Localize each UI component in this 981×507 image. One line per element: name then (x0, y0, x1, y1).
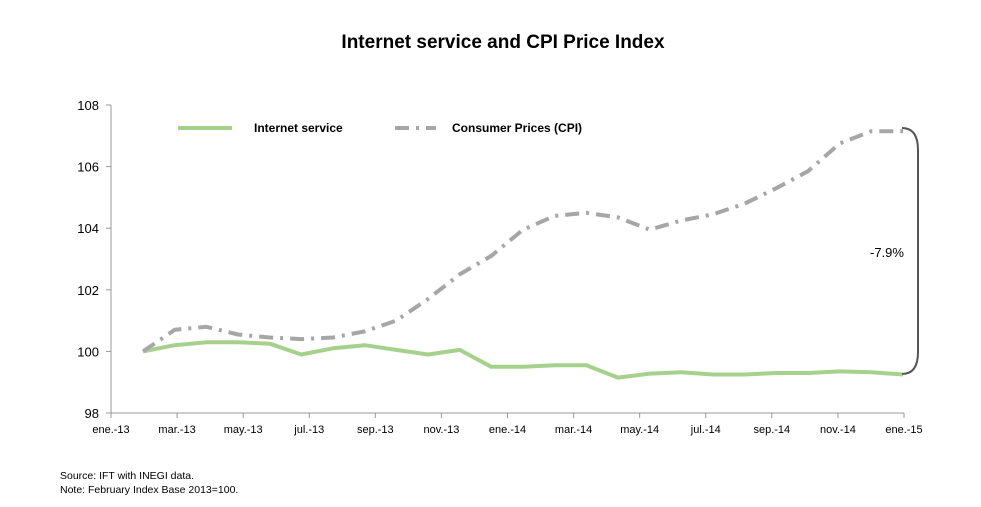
y-tick-label: 104 (77, 221, 99, 236)
x-axis-ticks: ene.-13 mar.-13 may.-13 jul.-13 sep.-13 nov.-… (92, 413, 923, 436)
y-tick-label: 108 (77, 98, 99, 113)
chart-title: Internet service and CPI Price Index (341, 32, 665, 53)
x-tick-label: ene.-13 (92, 424, 129, 436)
legend: Internet service Consumer Prices (CPI) (178, 121, 582, 135)
series-group (141, 129, 904, 380)
x-tick-label: mar.-13 (158, 424, 195, 436)
legend-label-cpi: Consumer Prices (CPI) (452, 121, 582, 135)
x-tick-label: ene.-14 (489, 424, 526, 436)
x-tick-label: nov.-14 (820, 424, 856, 436)
x-tick-label: jul.-14 (690, 424, 721, 436)
y-axis-ticks: 98 100 102 104 106 108 (77, 98, 111, 421)
y-tick-label: 100 (77, 344, 99, 359)
gap-annotation: -7.9% (870, 245, 904, 260)
y-tick-label: 106 (77, 160, 99, 175)
base-note: Note: February Index Base 2013=100. (60, 484, 239, 496)
series-line-cpi (141, 129, 903, 354)
x-tick-label: mar.-14 (555, 424, 592, 436)
gap-bracket (901, 127, 919, 375)
y-tick-label: 98 (85, 406, 99, 421)
x-tick-label: may.-14 (620, 424, 659, 436)
x-tick-label: may.-13 (224, 424, 263, 436)
series-line-internet (142, 340, 904, 380)
x-tick-label: sep.-14 (753, 424, 790, 436)
legend-label-internet: Internet service (254, 121, 343, 135)
y-tick-label: 102 (77, 283, 99, 298)
source-note: Source: IFT with INEGI data. (60, 470, 195, 482)
x-tick-label: nov.-13 (423, 424, 459, 436)
x-tick-label: ene.-15 (885, 424, 922, 436)
x-tick-label: sep.-13 (357, 424, 394, 436)
x-tick-label: jul.-13 (293, 424, 324, 436)
